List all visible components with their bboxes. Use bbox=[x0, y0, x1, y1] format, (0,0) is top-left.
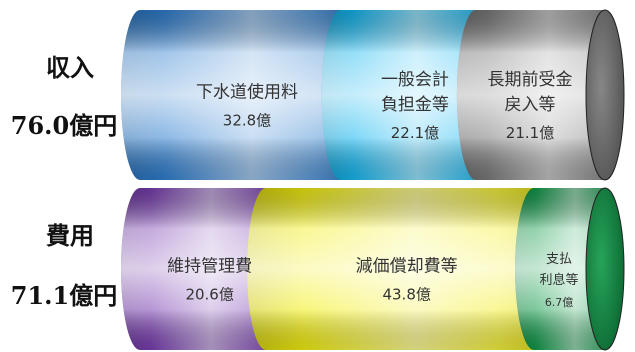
bar-segment-gloss bbox=[247, 188, 554, 350]
segment-label: 一般会計 bbox=[381, 70, 449, 90]
segment-value-label: 21.1億 bbox=[506, 124, 554, 142]
segment-label: 下水道使用料 bbox=[196, 82, 298, 103]
bar-row-expense bbox=[121, 187, 625, 351]
segment-label: 利息等 bbox=[540, 272, 579, 288]
bar-segment-gloss bbox=[121, 10, 360, 181]
segment-value-label: 22.1億 bbox=[391, 124, 439, 142]
segment-label: 減価償却費等 bbox=[356, 257, 458, 277]
bar-segment-gloss bbox=[121, 188, 286, 350]
segment-label: 負担金等 bbox=[381, 95, 449, 115]
segment-label: 維持管理費 bbox=[167, 257, 252, 277]
segment-value-label: 32.8億 bbox=[223, 112, 271, 130]
bar-segment-gloss bbox=[456, 10, 624, 180]
segment-label: 戻入等 bbox=[505, 95, 556, 115]
segment-value-label: 20.6億 bbox=[185, 286, 233, 304]
row-total-label: 71.1億円 bbox=[11, 281, 117, 310]
segment-value-label: 43.8億 bbox=[382, 286, 430, 304]
bar-end-cap bbox=[585, 9, 625, 181]
row-title: 費用 bbox=[46, 221, 94, 250]
row-total-label: 76.0億円 bbox=[11, 111, 117, 140]
bar-end-cap bbox=[585, 187, 625, 351]
segment-label: 支払 bbox=[546, 252, 572, 267]
bar-segment-gloss bbox=[321, 10, 495, 181]
bar-row-revenue bbox=[121, 9, 625, 181]
segment-label: 長期前受金 bbox=[488, 70, 573, 90]
row-title: 収入 bbox=[46, 53, 94, 82]
segment-value-label: 6.7億 bbox=[545, 296, 574, 309]
